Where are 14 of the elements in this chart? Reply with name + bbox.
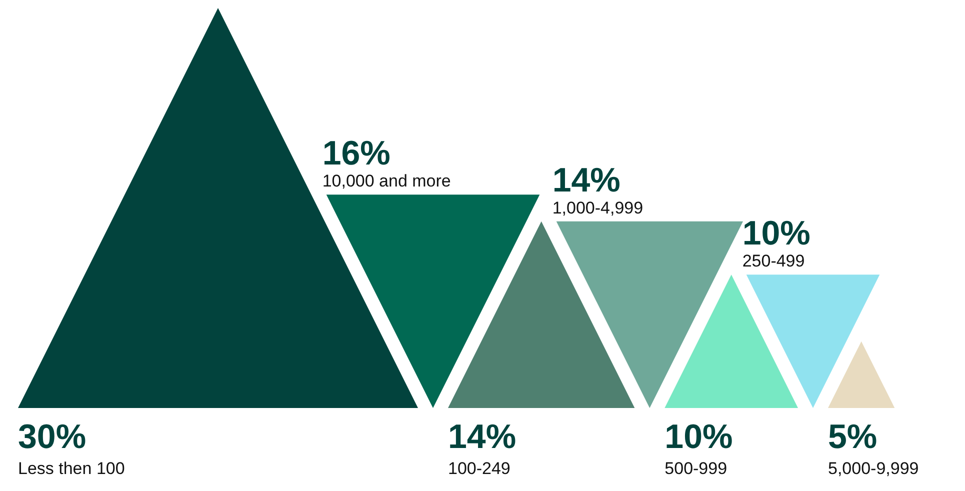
category-label: 1,000-4,999 — [552, 198, 644, 218]
category-label: 100-249 — [448, 459, 510, 478]
category-label: 500-999 — [664, 459, 728, 478]
data-label: 10% — [742, 214, 810, 253]
data-label: 10% — [664, 418, 733, 456]
data-label: 14% — [552, 161, 620, 200]
data-label: 16% — [322, 134, 390, 173]
category-label: Less then 100 — [18, 459, 125, 478]
category-label: 250-499 — [742, 252, 805, 271]
data-label: 14% — [448, 418, 516, 456]
data-label: 30% — [18, 418, 86, 456]
category-label: 10,000 and more — [322, 172, 451, 191]
category-label: 5,000-9,999 — [828, 459, 919, 478]
data-label: 5% — [828, 418, 878, 456]
